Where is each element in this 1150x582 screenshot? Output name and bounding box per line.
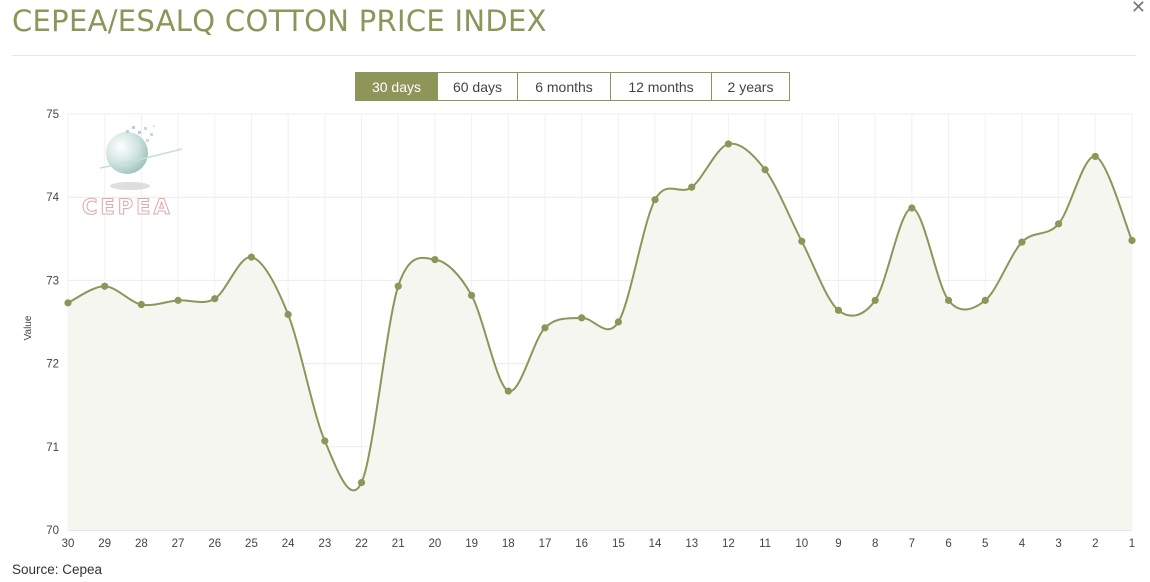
- x-tick-label: 21: [392, 538, 405, 550]
- title-divider: [12, 55, 1136, 56]
- data-point: [761, 166, 769, 174]
- tab-6-months[interactable]: 6 months: [517, 73, 610, 100]
- y-tick-label: 72: [46, 359, 59, 371]
- y-tick-label: 70: [46, 525, 59, 537]
- data-point: [724, 140, 733, 148]
- data-point: [908, 204, 916, 212]
- x-tick-label: 17: [539, 538, 552, 550]
- x-tick-label: 30: [62, 538, 75, 550]
- data-point: [1055, 220, 1063, 228]
- cepea-logo: CEPEA: [82, 125, 183, 220]
- x-tick-label: 9: [835, 538, 841, 550]
- x-tick-label: 2: [1092, 538, 1098, 550]
- y-axis-label: Value: [23, 315, 34, 340]
- data-point: [798, 237, 806, 245]
- tab-60-days[interactable]: 60 days: [437, 73, 517, 100]
- data-point: [504, 387, 512, 395]
- series-area: [68, 143, 1132, 530]
- x-tick-label: 12: [722, 538, 735, 550]
- x-tick-label: 1: [1129, 538, 1135, 550]
- tab-12-months[interactable]: 12 months: [610, 73, 711, 100]
- x-tick-label: 10: [795, 538, 808, 550]
- x-tick-label: 8: [872, 538, 878, 550]
- source-note: Source: Cepea: [12, 562, 103, 577]
- x-tick-label: 3: [1055, 538, 1061, 550]
- x-tick-label: 26: [208, 538, 221, 550]
- data-point: [541, 324, 549, 332]
- page-title: CEPEA/ESALQ COTTON PRICE INDEX: [12, 4, 547, 38]
- x-tick-label: 14: [649, 538, 662, 550]
- data-point: [614, 318, 622, 326]
- x-tick-label: 16: [575, 538, 588, 550]
- data-points: [64, 140, 1136, 487]
- data-point: [321, 437, 329, 445]
- data-point: [834, 306, 843, 314]
- data-point: [431, 256, 439, 264]
- y-tick-label: 73: [46, 275, 59, 287]
- data-point: [871, 296, 879, 304]
- tab-2-years[interactable]: 2 years: [711, 73, 789, 100]
- data-point: [137, 300, 145, 309]
- period-tabs: 30 days 60 days 6 months 12 months 2 yea…: [355, 72, 790, 101]
- data-point: [357, 478, 366, 487]
- data-point: [1128, 236, 1136, 245]
- data-point: [578, 314, 586, 322]
- x-tick-label: 15: [612, 538, 625, 550]
- data-point: [284, 310, 292, 319]
- data-point: [394, 282, 402, 290]
- tab-30-days[interactable]: 30 days: [356, 73, 437, 100]
- data-point: [944, 296, 953, 304]
- data-point: [247, 253, 256, 261]
- data-point: [688, 183, 696, 191]
- x-axis-ticks: 30 29 28 27 26 25 24 23 22 21 20 19 18 17 16 15 14 13 12 11…: [62, 538, 1136, 550]
- data-point: [101, 282, 109, 290]
- x-tick-label: 28: [135, 538, 148, 550]
- x-tick-label: 24: [282, 538, 295, 550]
- data-point: [1018, 238, 1026, 246]
- data-point: [1091, 152, 1099, 161]
- x-tick-label: 22: [355, 538, 368, 550]
- x-tick-label: 13: [685, 538, 698, 550]
- y-tick-label: 75: [46, 109, 59, 121]
- x-tick-label: 11: [759, 538, 771, 550]
- x-tick-label: 18: [502, 538, 515, 550]
- data-point: [467, 291, 476, 299]
- logo-text: CEPEA: [82, 195, 173, 219]
- y-axis-ticks: 70 71 72 73 74 75: [46, 109, 59, 537]
- data-point: [174, 296, 182, 304]
- x-tick-label: 25: [245, 538, 258, 550]
- data-point: [211, 295, 219, 303]
- y-tick-label: 74: [46, 192, 59, 204]
- x-tick-label: 23: [318, 538, 331, 550]
- x-tick-label: 4: [1019, 538, 1026, 550]
- y-tick-label: 71: [46, 442, 59, 454]
- data-point: [651, 196, 659, 204]
- data-point: [981, 296, 989, 304]
- data-point: [64, 299, 72, 307]
- x-tick-label: 20: [428, 538, 441, 550]
- x-tick-label: 27: [172, 538, 185, 550]
- x-tick-label: 19: [465, 538, 478, 550]
- close-icon[interactable]: ✕: [1130, 0, 1146, 17]
- x-tick-label: 29: [98, 538, 111, 550]
- x-tick-label: 7: [909, 538, 915, 550]
- x-tick-label: 5: [982, 538, 988, 550]
- x-tick-label: 6: [945, 538, 951, 550]
